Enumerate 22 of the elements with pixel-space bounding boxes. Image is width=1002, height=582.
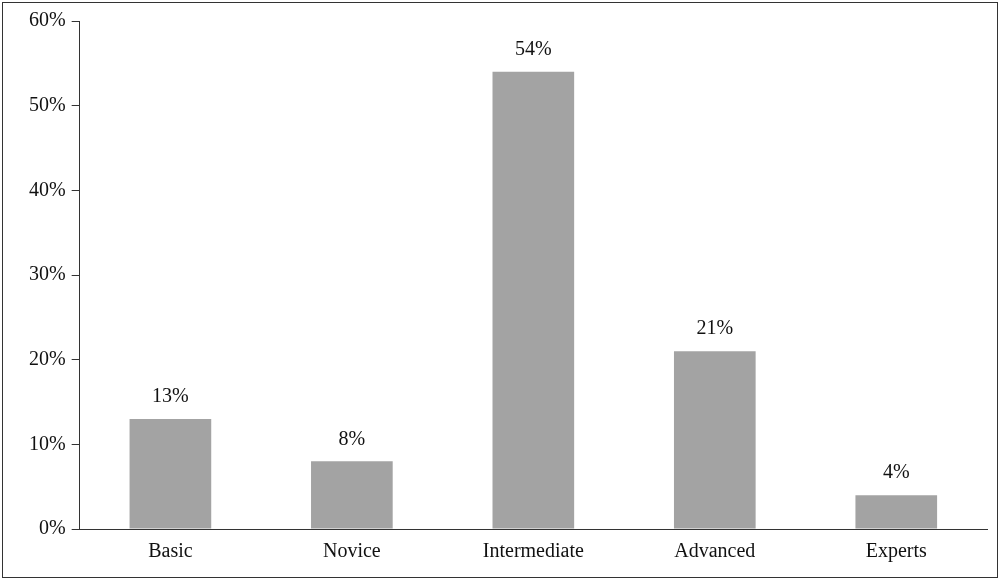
x-tick-label: Experts [865, 539, 928, 563]
data-label: 54% [514, 37, 552, 60]
data-label: 8% [338, 426, 366, 449]
y-tick-label: 20% [28, 346, 66, 369]
x-tick-label: Intermediate [482, 539, 584, 562]
data-label: 4% [882, 460, 910, 483]
bar [129, 418, 212, 529]
bar [673, 351, 756, 529]
y-tick-label: 0% [38, 516, 66, 539]
x-tick-label: Basic [148, 539, 193, 562]
data-label: 21% [696, 316, 734, 339]
y-tick-label: 40% [28, 177, 66, 200]
bar [311, 461, 393, 529]
y-tick-label: 50% [28, 92, 66, 115]
bar [855, 495, 938, 529]
y-tick-label: 30% [28, 262, 66, 285]
x-tick-label: Novice [322, 539, 381, 562]
y-tick-label: 60% [28, 8, 66, 31]
bar [492, 71, 575, 529]
data-label: 13% [152, 384, 189, 407]
y-tick-label: 10% [28, 431, 66, 454]
x-tick-label: Advanced [674, 539, 756, 562]
